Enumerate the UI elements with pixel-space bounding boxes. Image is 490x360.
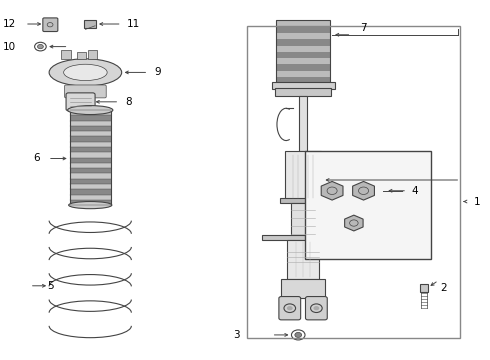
Bar (275, 88, 331, 96)
FancyBboxPatch shape (66, 93, 95, 111)
Ellipse shape (69, 202, 112, 209)
Bar (276, 21, 330, 83)
Text: 3: 3 (234, 330, 240, 340)
Text: 11: 11 (127, 19, 141, 29)
Bar (84, 21, 96, 28)
Bar (70, 110, 111, 205)
Bar (70, 179, 111, 184)
Bar (287, 240, 319, 279)
FancyBboxPatch shape (43, 18, 58, 32)
Text: 8: 8 (125, 97, 132, 107)
Bar (285, 151, 321, 202)
Bar (70, 152, 111, 158)
Text: 4: 4 (411, 186, 417, 196)
Bar (276, 64, 330, 71)
Polygon shape (321, 181, 343, 200)
Bar (70, 168, 111, 174)
Bar (276, 27, 330, 33)
Bar (70, 163, 111, 168)
Bar (281, 279, 325, 298)
Bar (280, 198, 326, 203)
Circle shape (314, 306, 319, 310)
FancyBboxPatch shape (305, 297, 327, 320)
Bar (70, 147, 111, 152)
Bar (70, 194, 111, 200)
Bar (262, 234, 344, 240)
Bar (61, 50, 71, 59)
FancyBboxPatch shape (279, 297, 301, 320)
Bar (77, 52, 86, 59)
Text: 9: 9 (155, 67, 161, 77)
Polygon shape (344, 215, 363, 231)
Bar (276, 71, 330, 77)
Text: 7: 7 (360, 23, 367, 33)
Bar (70, 136, 111, 142)
Bar (276, 58, 330, 64)
Text: 1: 1 (474, 197, 481, 207)
Bar (276, 52, 330, 58)
Bar (70, 174, 111, 179)
Bar (70, 189, 111, 194)
Bar (299, 96, 307, 151)
Bar (420, 284, 428, 292)
Bar (276, 77, 330, 83)
Bar (70, 121, 111, 126)
Bar (276, 33, 330, 39)
Bar (70, 126, 111, 131)
Bar (70, 115, 111, 121)
Bar (247, 26, 460, 338)
Ellipse shape (64, 64, 107, 81)
Bar (305, 151, 431, 259)
Ellipse shape (68, 105, 113, 114)
Ellipse shape (49, 59, 122, 86)
Bar (276, 21, 330, 27)
Bar (70, 131, 111, 136)
Bar (291, 203, 315, 237)
Circle shape (295, 332, 302, 337)
Bar (70, 184, 111, 189)
Bar (276, 45, 330, 52)
Bar (271, 82, 335, 89)
Bar (70, 110, 111, 115)
Bar (70, 142, 111, 147)
Bar (70, 158, 111, 163)
Circle shape (38, 44, 43, 49)
FancyBboxPatch shape (65, 85, 106, 98)
Bar (70, 200, 111, 205)
Text: 12: 12 (3, 19, 16, 29)
Polygon shape (353, 181, 374, 200)
Bar (276, 39, 330, 45)
Text: 2: 2 (440, 283, 447, 293)
Bar (88, 50, 98, 59)
Text: 5: 5 (48, 281, 54, 291)
Circle shape (287, 306, 293, 310)
Text: 10: 10 (3, 42, 16, 51)
Text: 6: 6 (33, 153, 40, 163)
